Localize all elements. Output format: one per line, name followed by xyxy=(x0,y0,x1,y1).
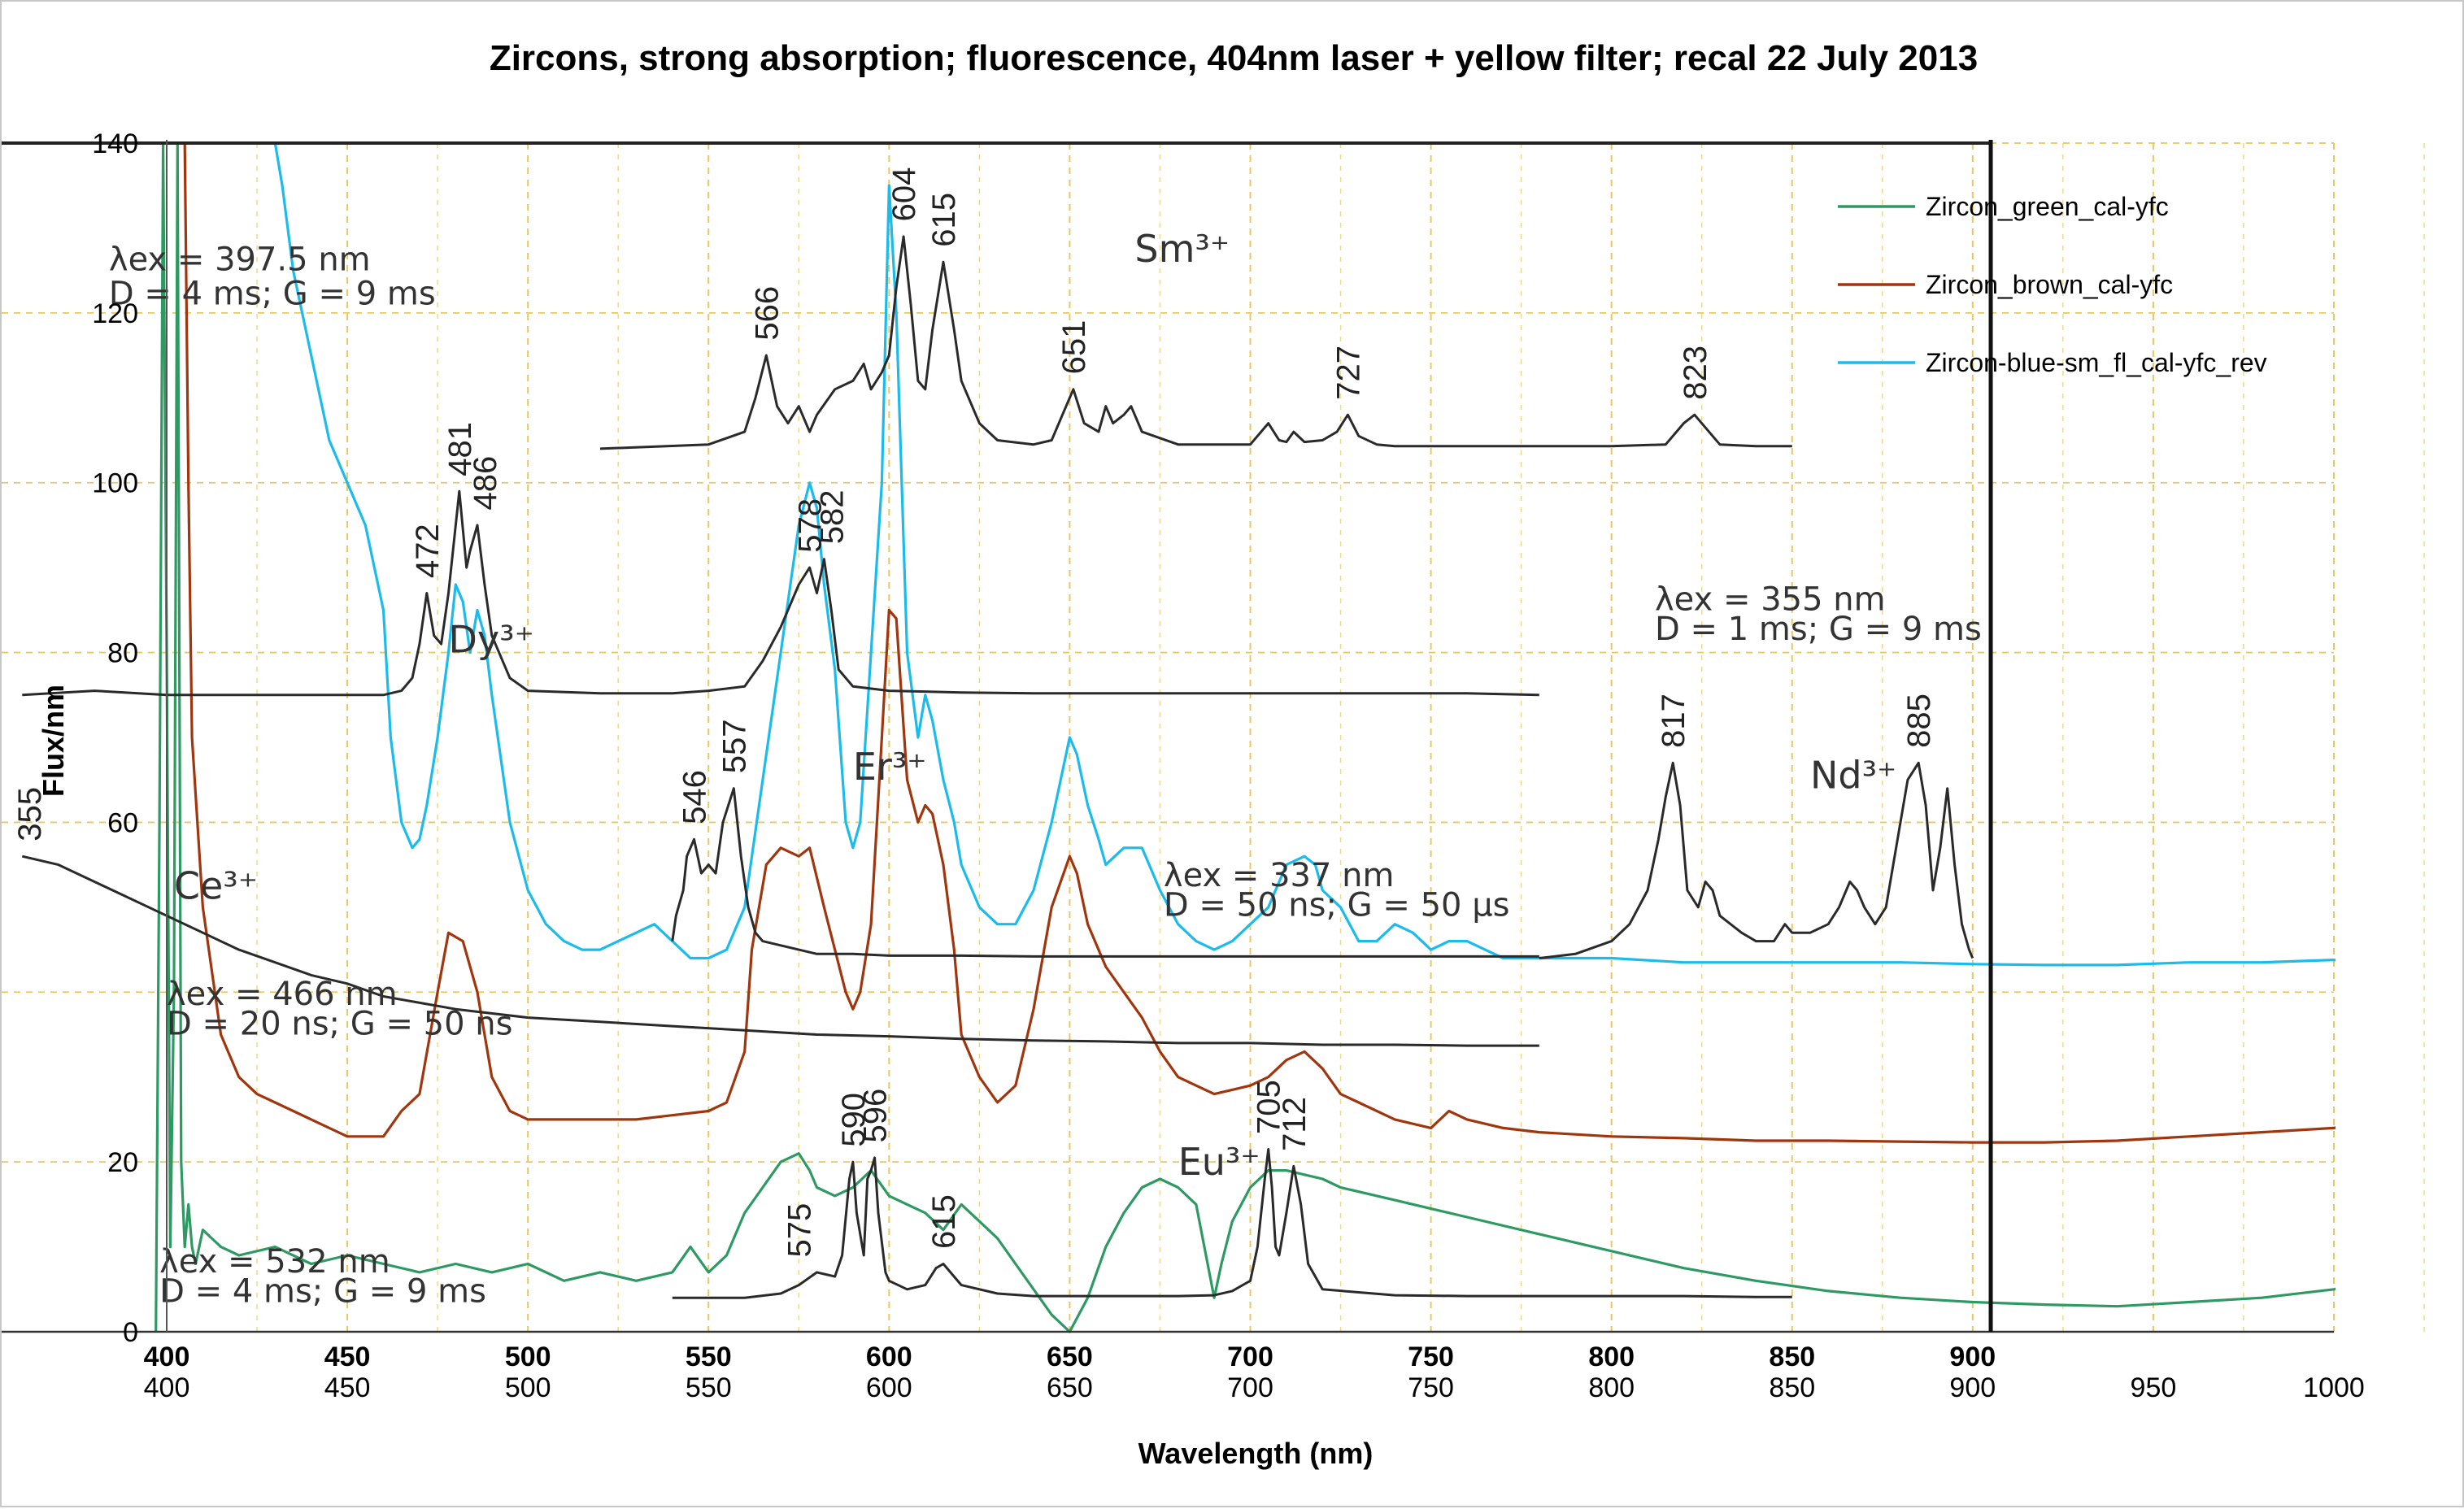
legend-label: Zircon_green_cal-yfc xyxy=(1926,192,2169,221)
peak-label: 566 xyxy=(749,286,785,341)
x-tick-label-primary: 600 xyxy=(866,1342,912,1372)
excitation-note: λex = 397.5 nm xyxy=(109,241,371,279)
x-tick-label-primary: 650 xyxy=(1047,1342,1093,1372)
peak-label: 578 xyxy=(793,498,829,553)
peak-label: 712 xyxy=(1277,1097,1313,1151)
peak-label: 472 xyxy=(410,524,446,578)
peak-label: 486 xyxy=(468,456,503,511)
ion-label: Er³⁺ xyxy=(853,745,927,789)
ion-label: Dy³⁺ xyxy=(449,618,534,662)
reference-spectrum-dy xyxy=(22,489,1539,697)
peak-label: 727 xyxy=(1330,346,1366,400)
excitation-note: λex = 466 nm xyxy=(167,976,398,1013)
x-tick-label-primary: 700 xyxy=(1227,1342,1273,1372)
excitation-note: λex = 355 nm xyxy=(1655,581,1886,618)
x-tick-label: 650 xyxy=(1047,1372,1093,1403)
x-tick-label: 400 xyxy=(144,1372,190,1403)
peak-label: 596 xyxy=(858,1089,894,1143)
peak-label: 817 xyxy=(1656,694,1691,748)
x-tick-label-primary: 850 xyxy=(1769,1342,1815,1372)
reference-spectrum-sm xyxy=(599,235,1792,450)
legend-label: Zircon_brown_cal-yfc xyxy=(1926,270,2173,299)
y-tick-label: 60 xyxy=(107,807,138,838)
series-layer xyxy=(155,141,2336,1333)
x-tick-label-primary: 500 xyxy=(505,1342,551,1372)
excitation-note: D = 20 ns; G = 50 ns xyxy=(167,1006,513,1043)
y-tick-label: 0 xyxy=(123,1317,138,1348)
reference-spectrum-ce xyxy=(21,855,1539,1047)
ion-label: Ce³⁺ xyxy=(174,863,258,907)
x-tick-label-primary: 400 xyxy=(144,1342,190,1372)
peak-label: 604 xyxy=(886,167,922,222)
x-tick-label-primary: 550 xyxy=(686,1342,732,1372)
x-tick-label: 800 xyxy=(1588,1372,1635,1403)
series-line-2 xyxy=(273,142,2336,967)
x-tick-label: 850 xyxy=(1769,1372,1815,1403)
y-tick-label: 80 xyxy=(107,638,138,669)
x-tick-label-primary: 800 xyxy=(1588,1342,1635,1372)
peak-label: 615 xyxy=(926,193,962,247)
peak-label: 557 xyxy=(716,719,752,773)
peak-label: 885 xyxy=(1901,694,1937,748)
x-tick-label: 750 xyxy=(1408,1372,1454,1403)
x-axis-title: Wavelength (nm) xyxy=(1138,1437,1373,1470)
x-tick-label-primary: 450 xyxy=(324,1342,371,1372)
x-tick-label: 550 xyxy=(686,1372,732,1403)
legend: Zircon_green_cal-yfc Zircon_brown_cal-yfc… xyxy=(1838,192,2267,377)
x-tick-label: 950 xyxy=(2131,1372,2177,1403)
ion-label: Nd³⁺ xyxy=(1810,754,1896,798)
peak-label: 705 xyxy=(1252,1080,1287,1134)
y-axis-title: Flux/nm xyxy=(37,685,70,797)
peak-label: 615 xyxy=(926,1194,962,1249)
y-tick-label: 20 xyxy=(107,1147,138,1178)
reference-spectrum-eu xyxy=(672,1148,1792,1299)
reference-spectrum-er xyxy=(671,787,1539,958)
y-tick-label: 140 xyxy=(92,128,138,159)
legend-label: Zircon-blue-sm_fl_cal-yfc_rev xyxy=(1926,348,2267,377)
peak-label: 546 xyxy=(677,770,713,824)
x-tick-label: 900 xyxy=(1949,1372,1996,1403)
ion-label: Eu³⁺ xyxy=(1178,1140,1260,1184)
excitation-note: λex = 337 nm xyxy=(1164,857,1395,894)
x-tick-label: 500 xyxy=(505,1372,551,1403)
chart-title: Zircons, strong absorption; fluorescence… xyxy=(490,38,1978,78)
x-tick-label-primary: 900 xyxy=(1949,1342,1996,1372)
excitation-note: D = 50 ns; G = 50 μs xyxy=(1164,886,1510,924)
peak-label: 355 xyxy=(12,787,48,841)
x-tick-label: 1000 xyxy=(2303,1372,2365,1403)
excitation-note: D = 1 ms; G = 9 ms xyxy=(1655,611,1982,648)
excitation-note: λex = 532 nm xyxy=(159,1243,390,1281)
x-tick-label-primary: 750 xyxy=(1408,1342,1454,1372)
series-line-1 xyxy=(183,142,2336,1144)
peak-label: 651 xyxy=(1056,320,1092,375)
y-tick-label: 120 xyxy=(92,298,138,329)
ion-label: Sm³⁺ xyxy=(1134,227,1230,271)
x-tick-label: 600 xyxy=(866,1372,912,1403)
peak-label: 590 xyxy=(836,1093,872,1147)
excitation-note: D = 4 ms; G = 9 ms xyxy=(109,275,436,312)
peak-label: 481 xyxy=(442,422,478,476)
peak-label: 582 xyxy=(814,490,850,545)
peak-label: 823 xyxy=(1678,346,1713,400)
peak-label: 575 xyxy=(781,1203,817,1258)
x-tick-label: 450 xyxy=(324,1372,371,1403)
y-tick-label: 100 xyxy=(92,468,138,499)
x-tick-label: 700 xyxy=(1227,1372,1273,1403)
series-line-0 xyxy=(155,141,2336,1333)
excitation-note: D = 4 ms; G = 9 ms xyxy=(159,1273,486,1311)
reference-spectrum-nd xyxy=(1539,761,1974,959)
